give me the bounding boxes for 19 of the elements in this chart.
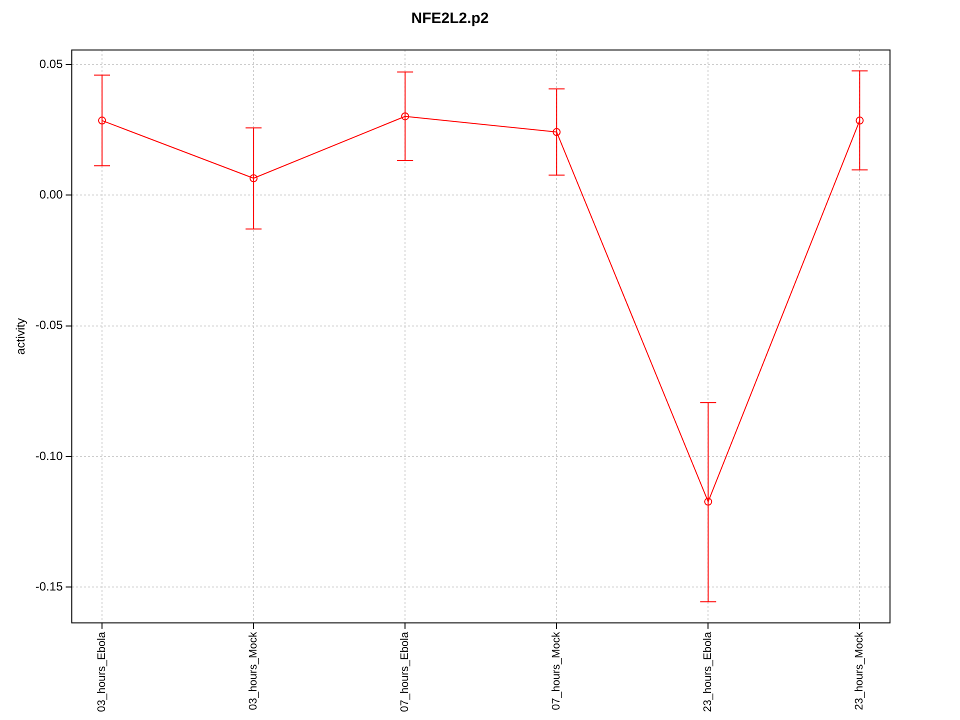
x-tick-label: 07_hours_Mock xyxy=(550,631,563,710)
x-tick-label: 03_hours_Ebola xyxy=(96,631,108,712)
point xyxy=(401,112,410,120)
point xyxy=(704,498,712,506)
point xyxy=(250,174,258,182)
x-tick-label: 23_hours_Ebola xyxy=(702,631,714,712)
point xyxy=(552,128,561,136)
y-tick-label: -0.10 xyxy=(35,448,64,463)
x-tick-label: 07_hours_Ebola xyxy=(399,631,412,712)
x-tick-label: 23_hours_Mock xyxy=(854,631,866,710)
x-tick-label: 03_hours_Mock xyxy=(248,631,260,710)
y-tick-label: -0.15 xyxy=(35,579,64,594)
point xyxy=(856,116,864,125)
y-tick-label: 0.00 xyxy=(39,188,64,202)
y-tick-label: 0.05 xyxy=(39,56,64,71)
point xyxy=(98,116,106,125)
y-tick-label: -0.05 xyxy=(35,318,64,332)
chart-title: NFE2L2.p2 xyxy=(411,10,489,28)
y-axis-title: activity xyxy=(14,318,28,355)
